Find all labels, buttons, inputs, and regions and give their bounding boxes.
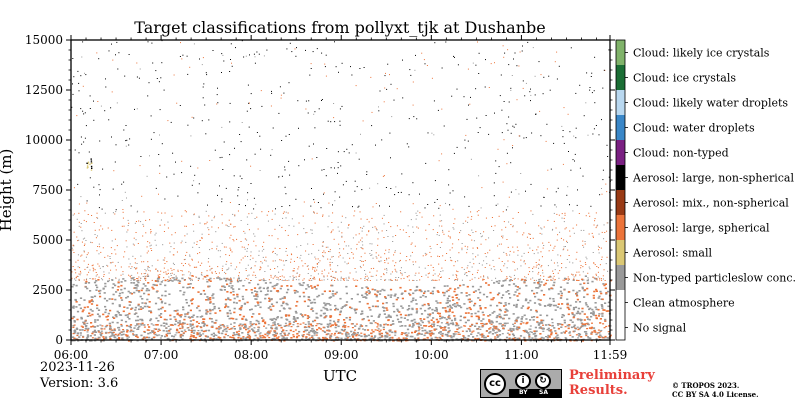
license-text: © TROPOS 2023. CC BY SA 4.0 License.	[672, 381, 759, 399]
colorbar-swatch	[616, 40, 625, 65]
x-tick-label: 10:00	[414, 348, 449, 362]
copyright-line: © TROPOS 2023.	[672, 381, 740, 390]
x-tick-label: 08:00	[234, 348, 269, 362]
plot-area	[71, 40, 612, 342]
colorbar-swatch	[616, 315, 625, 340]
license-line: CC BY SA 4.0 License.	[672, 390, 759, 399]
preliminary-notice: Preliminary Results.	[569, 368, 655, 398]
x-axis-label: UTC	[323, 367, 357, 385]
colorbar-label: Cloud: water droplets	[633, 122, 755, 135]
colorbar-label: Aerosol: large, spherical	[632, 222, 770, 235]
x-tick-label: 09:00	[324, 348, 359, 362]
colorbar-legend: No signal Clean atmosphere Non-typed parti…	[615, 39, 796, 341]
x-tick-label: 11:00	[504, 348, 539, 362]
y-axis-label: Height (m)	[0, 149, 15, 232]
share-alike-icon: ↻	[535, 373, 551, 389]
colorbar-label: No signal	[633, 322, 687, 335]
attribution-icon: i	[515, 373, 531, 389]
colorbar-swatch	[616, 115, 625, 140]
colorbar-swatch	[616, 190, 625, 215]
boundary-layer-texture	[71, 274, 612, 342]
y-tick-label: 2500	[32, 283, 63, 297]
axes: 0 2500 5000 7500 10000 12500 15000 06:00 07:00 08…	[25, 33, 627, 362]
x-tick-label: 07:00	[144, 348, 179, 362]
colorbar-label: Aerosol: small	[632, 247, 712, 260]
colorbar-swatch	[616, 240, 625, 265]
cc-icon: cc	[484, 373, 506, 395]
mid-layer-texture	[71, 210, 611, 281]
colorbar-label: Cloud: likely water droplets	[633, 97, 788, 110]
colorbar-swatch	[616, 90, 625, 115]
x-tick-label: 06:00	[54, 348, 89, 362]
y-tick-label: 12500	[25, 83, 63, 97]
colorbar-swatch	[616, 290, 625, 315]
y-tick-label: 7500	[32, 183, 63, 197]
colorbar-swatch	[616, 165, 625, 190]
upper-speckles	[71, 40, 611, 211]
badge-sa-label: SA	[539, 389, 548, 396]
colorbar-swatch	[616, 265, 625, 290]
colorbar-label: Cloud: non-typed	[633, 147, 729, 160]
preliminary-line-2: Results.	[569, 383, 628, 398]
badge-strip: BY SA	[509, 389, 561, 397]
colorbar-label: Clean atmosphere	[633, 297, 735, 310]
badge-by-label: BY	[519, 389, 528, 396]
y-tick-label: 10000	[25, 133, 63, 147]
y-tick-label: 15000	[25, 33, 63, 47]
colorbar-label: Aerosol: mix., non-spherical	[632, 197, 789, 210]
colorbar-label: Cloud: ice crystals	[633, 72, 736, 85]
colorbar-swatch	[616, 215, 625, 240]
y-tick-label: 0	[55, 333, 63, 347]
colorbar-swatch	[616, 140, 625, 165]
cc-license-badge: cc i ↻ BY SA	[480, 369, 562, 398]
colorbar-label: Cloud: likely ice crystals	[633, 47, 770, 60]
colorbar-label: Aerosol: large, non-spherical	[632, 172, 794, 185]
version-label: Version: 3.6	[40, 376, 119, 391]
colorbar-label: Non-typed particleslow conc.	[633, 272, 796, 285]
colorbar-swatch	[616, 65, 625, 90]
chart-title: Target classifications from pollyxt_tjk …	[134, 18, 545, 37]
plot-background	[71, 40, 610, 340]
date-label: 2023-11-26	[40, 360, 115, 375]
y-tick-label: 5000	[32, 233, 63, 247]
x-tick-label: 11:59	[593, 348, 628, 362]
colorbar-frame	[615, 39, 626, 341]
preliminary-line-1: Preliminary	[569, 368, 655, 383]
